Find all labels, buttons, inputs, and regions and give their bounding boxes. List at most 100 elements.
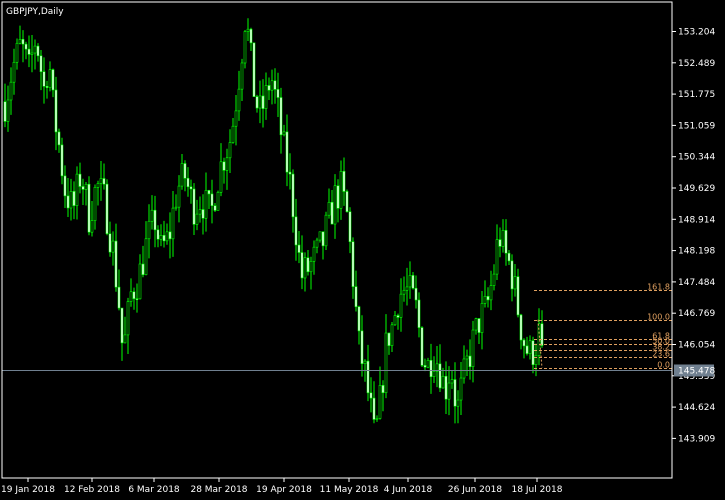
candle-body: [459, 377, 463, 401]
candle-body: [390, 324, 394, 346]
candle-body: [150, 209, 154, 222]
candle-body: [294, 216, 298, 246]
candle-body: [522, 339, 526, 347]
candle-body: [225, 157, 229, 171]
candle-body: [159, 235, 163, 240]
time-tick-label: 19 Apr 2018: [256, 485, 312, 495]
price-axis[interactable]: 153.204 152.489 151.775 151.059 150.344 149.6…: [672, 28, 715, 445]
candle-body: [300, 252, 304, 279]
candle-body: [324, 214, 328, 247]
candle-body: [168, 231, 172, 240]
candle-body: [432, 371, 436, 378]
candle-body: [123, 334, 127, 344]
candle-body: [75, 173, 79, 206]
candle-body: [450, 379, 454, 384]
candle-body: [156, 229, 160, 240]
candle-body: [228, 142, 232, 159]
candle-body: [258, 95, 262, 109]
time-axis[interactable]: 19 Jan 2018 12 Feb 2018 6 Mar 2018 28 Mar 2…: [1, 478, 563, 495]
candle-body: [348, 211, 352, 243]
candle-body: [426, 360, 430, 368]
candle-body: [297, 244, 301, 253]
candle-body: [27, 48, 31, 55]
candle-body: [93, 187, 97, 221]
candle-body: [261, 95, 265, 109]
price-tick-label: 152.489: [678, 59, 715, 69]
price-tick-label: 144.624: [678, 403, 715, 413]
price-tick-label: 146.769: [678, 309, 715, 319]
candle-body: [240, 62, 244, 90]
candle-body: [531, 340, 535, 365]
candle-body: [198, 209, 202, 215]
candle-body: [417, 299, 421, 328]
time-tick-label: 19 Jan 2018: [1, 485, 55, 495]
candle-body: [174, 206, 178, 209]
candle-body: [510, 260, 514, 290]
candle-body: [60, 144, 64, 177]
price-tick-label: 146.054: [678, 341, 715, 351]
candle-body: [270, 80, 274, 91]
candle-body: [111, 240, 115, 253]
fib-level-label: 161.8: [647, 283, 670, 292]
chart-title: GBPJPY,Daily: [6, 7, 64, 17]
candle-body: [378, 385, 382, 419]
candle-body: [345, 191, 349, 212]
candles-group: [3, 18, 544, 424]
candle-body: [483, 296, 487, 304]
candle-body: [453, 379, 457, 407]
candle-body: [315, 239, 319, 248]
candle-body: [447, 382, 451, 400]
time-tick-label: 18 Jul 2018: [512, 485, 563, 495]
price-tick-label: 143.909: [678, 434, 715, 444]
time-tick-label: 4 Jun 2018: [384, 485, 433, 495]
candle-body: [429, 360, 433, 378]
candle-body: [147, 220, 151, 240]
candle-body: [255, 96, 259, 109]
candle-body: [354, 286, 358, 308]
candle-body: [444, 375, 448, 400]
candle-body: [291, 173, 295, 218]
candle-body: [243, 31, 247, 64]
candle-body: [183, 163, 187, 179]
candle-body: [285, 131, 289, 173]
price-tick-label: 148.198: [678, 247, 715, 257]
candle-body: [525, 345, 529, 354]
price-tick-label: 150.344: [678, 153, 715, 163]
candle-body: [414, 287, 418, 301]
candle-body: [171, 207, 175, 240]
candle-body: [24, 43, 28, 50]
candle-body: [201, 209, 205, 219]
candle-body: [237, 88, 241, 112]
price-tick-label: 148.914: [678, 215, 715, 225]
time-tick-label: 12 Feb 2018: [64, 485, 120, 495]
candle-body: [210, 193, 214, 207]
candle-body: [165, 231, 169, 242]
candle-body: [81, 186, 85, 190]
candle-body: [336, 185, 340, 209]
candle-body: [105, 183, 109, 235]
candle-body: [330, 201, 334, 225]
candle-body: [351, 241, 355, 287]
fib-level-label: 23.6: [652, 350, 670, 359]
candle-body: [333, 185, 337, 225]
candle-body: [393, 315, 397, 326]
candle-body: [339, 171, 343, 209]
fib-level-label: 50.0: [652, 337, 670, 346]
fib-trendline[interactable]: [537, 319, 543, 368]
candle-body: [309, 260, 313, 273]
candle-body: [192, 188, 196, 225]
fibonacci-retracement[interactable]: 161.8 100.0 61.850.038.223.6 0.0: [534, 283, 672, 370]
candle-body: [186, 177, 190, 188]
time-tick-label: 26 Jun 2018: [448, 485, 502, 495]
candle-body: [495, 239, 499, 275]
candle-body: [486, 296, 490, 301]
candle-body: [363, 360, 367, 364]
candle-body: [498, 239, 502, 247]
candle-body: [438, 363, 442, 389]
candle-body: [264, 85, 268, 109]
candle-body: [528, 340, 532, 354]
candle-body: [42, 71, 46, 87]
candle-body: [513, 276, 517, 290]
